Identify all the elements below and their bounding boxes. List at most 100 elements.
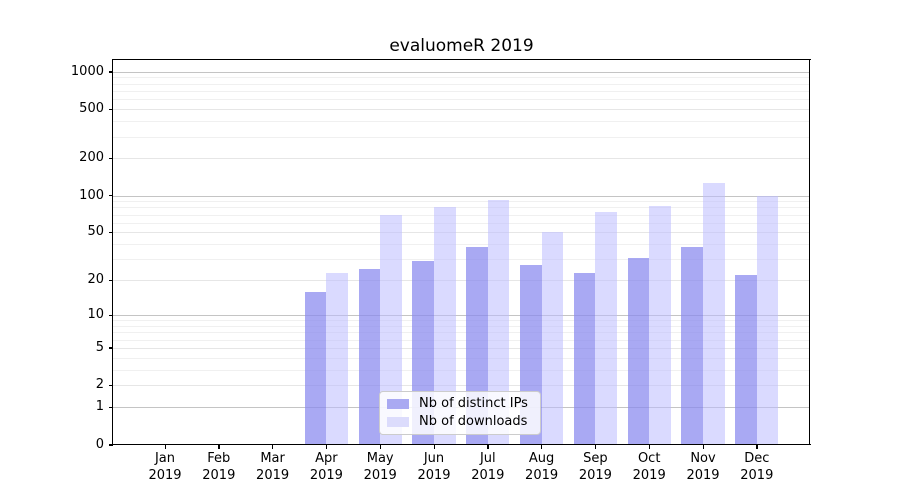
minor-gridline <box>113 326 810 328</box>
x-tick-label-aug: Aug 2019 <box>525 451 559 483</box>
minor-gridline <box>113 259 810 261</box>
bar-downloads-jul <box>487 200 510 445</box>
x-tick-label-nov: Nov 2019 <box>686 451 720 483</box>
minor-gridline <box>113 222 810 224</box>
y-tick-mark <box>108 406 113 409</box>
major-gridline <box>113 280 810 282</box>
y-tick-label-1: 1 <box>95 399 104 415</box>
y-tick-label-200: 200 <box>79 150 104 166</box>
minor-gridline <box>113 136 810 138</box>
major-gridline <box>113 158 810 160</box>
chart-title: evaluomeR 2019 <box>389 36 534 56</box>
major-gridline <box>113 385 810 387</box>
major-gridline <box>113 347 810 349</box>
y-tick-label-20: 20 <box>87 272 104 288</box>
x-tick-mark <box>433 445 435 449</box>
minor-gridline <box>113 214 810 216</box>
y-tick-mark <box>108 71 113 73</box>
bar-distinct-ips-apr <box>304 291 327 445</box>
bar-distinct-ips-oct <box>627 257 650 445</box>
bar-downloads-aug <box>541 232 564 445</box>
minor-gridline <box>113 99 810 101</box>
minor-gridline <box>113 207 810 209</box>
x-tick-mark <box>487 445 489 449</box>
bar-downloads-jun <box>434 207 456 445</box>
bar-downloads-apr <box>326 273 348 445</box>
minor-gridline <box>113 121 810 123</box>
bar-downloads-oct <box>649 206 671 445</box>
bar-distinct-ips-may <box>358 268 381 445</box>
y-tick-mark <box>108 444 113 446</box>
decade-gridline <box>113 315 810 317</box>
minor-gridline <box>113 77 810 79</box>
x-tick-mark <box>272 445 274 449</box>
minor-gridline <box>113 244 810 246</box>
bar-distinct-ips-dec <box>735 275 757 445</box>
x-tick-mark <box>648 445 651 449</box>
y-tick-mark <box>108 314 113 317</box>
y-tick-mark <box>108 347 113 349</box>
left-spine <box>112 60 114 445</box>
y-tick-label-0: 0 <box>95 436 104 452</box>
legend-label: Nb of downloads <box>419 414 528 430</box>
y-tick-label-2: 2 <box>95 377 104 393</box>
y-tick-mark <box>108 279 113 282</box>
x-tick-label-oct: Oct 2019 <box>632 451 666 483</box>
x-tick-label-may: May 2019 <box>363 451 397 483</box>
x-tick-label-apr: Apr 2019 <box>309 451 343 483</box>
right-spine <box>809 60 811 445</box>
x-tick-mark <box>594 445 597 449</box>
x-tick-label-mar: Mar 2019 <box>256 451 290 483</box>
x-tick-label-dec: Dec 2019 <box>740 451 774 483</box>
bar-downloads-sep <box>595 212 617 445</box>
y-tick-label-50: 50 <box>87 224 104 240</box>
x-tick-mark <box>756 445 758 449</box>
major-gridline <box>113 232 810 234</box>
legend: Nb of distinct IPs Nb of downloads <box>379 391 541 435</box>
legend-swatch-ips <box>387 398 409 409</box>
legend-label: Nb of distinct IPs <box>419 395 528 411</box>
x-tick-mark <box>702 445 704 449</box>
x-tick-mark <box>164 445 166 449</box>
y-tick-mark <box>108 108 113 110</box>
top-spine <box>112 59 811 61</box>
minor-gridline <box>113 339 810 341</box>
y-tick-mark <box>108 195 113 197</box>
minor-gridline <box>113 332 810 334</box>
minor-gridline <box>113 83 810 85</box>
bar-distinct-ips-nov <box>681 246 703 445</box>
x-tick-label-jun: Jun 2019 <box>417 451 451 483</box>
x-tick-mark <box>379 445 382 449</box>
y-tick-label-500: 500 <box>79 101 104 117</box>
legend-item-distinct-ips: Nb of distinct IPs <box>387 395 532 412</box>
major-gridline <box>113 109 810 111</box>
y-tick-label-10: 10 <box>87 307 104 323</box>
minor-gridline <box>113 201 810 203</box>
x-tick-label-jul: Jul 2019 <box>471 451 505 483</box>
x-tick-label-sep: Sep 2019 <box>578 451 612 483</box>
y-tick-mark <box>108 231 113 234</box>
minor-gridline <box>113 90 810 92</box>
minor-gridline <box>113 369 810 371</box>
legend-item-downloads: Nb of downloads <box>387 414 532 431</box>
y-tick-label-5: 5 <box>95 339 104 355</box>
bar-downloads-nov <box>703 183 725 445</box>
x-axis-line <box>112 444 811 446</box>
decade-gridline <box>113 195 810 197</box>
minor-gridline <box>113 320 810 322</box>
x-tick-label-feb: Feb 2019 <box>202 451 236 483</box>
y-tick-label-100: 100 <box>79 187 104 203</box>
bar-downloads-dec <box>756 195 779 445</box>
y-tick-mark <box>108 384 113 387</box>
bar-distinct-ips-sep <box>573 273 596 445</box>
legend-swatch-downloads <box>387 417 409 428</box>
x-tick-mark <box>218 445 220 449</box>
plot-area <box>112 59 811 446</box>
y-tick-label-1000: 1000 <box>70 63 104 79</box>
decade-gridline <box>113 71 810 73</box>
bar-downloads-may <box>380 214 402 445</box>
minor-gridline <box>113 357 810 359</box>
x-tick-mark <box>325 445 328 449</box>
x-tick-mark <box>541 445 543 449</box>
